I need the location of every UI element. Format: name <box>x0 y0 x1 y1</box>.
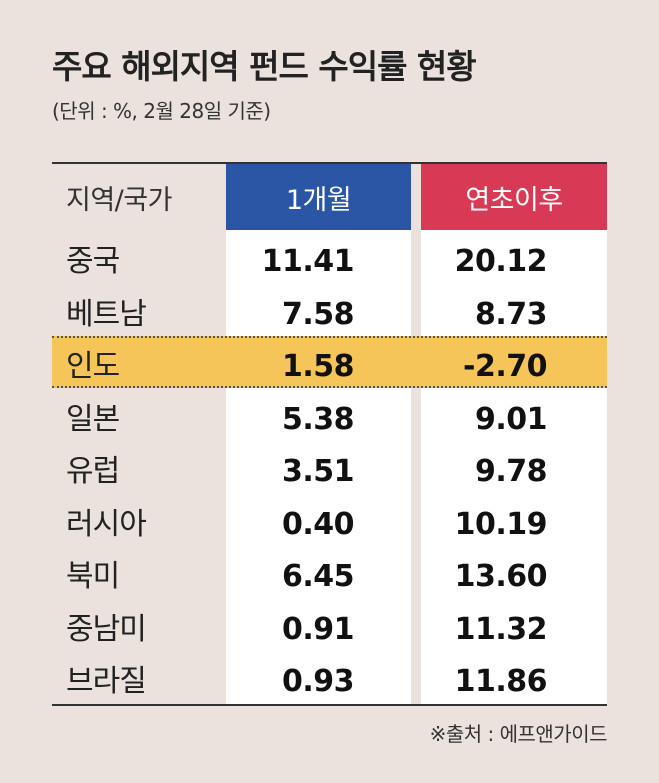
chart-title: 주요 해외지역 펀드 수익률 현황 <box>52 47 477 86</box>
table-top-rule <box>52 162 607 164</box>
row-label: 브라질 <box>66 664 147 699</box>
value-ytd: 9.78 <box>474 454 548 489</box>
row-label: 러시아 <box>66 506 147 542</box>
row-label: 중국 <box>66 244 120 279</box>
value-1month: 0.93 <box>281 664 355 699</box>
value-1month: 0.91 <box>281 611 355 647</box>
row-label: 베트남 <box>66 296 147 332</box>
row-label: 일본 <box>66 401 120 437</box>
value-ytd: -2.70 <box>463 349 547 384</box>
value-ytd: 8.73 <box>474 296 548 332</box>
row-label: 중남미 <box>66 611 147 647</box>
header-ytd: 연초이후 <box>421 164 607 230</box>
column-ytd-background <box>421 164 607 704</box>
value-ytd: 9.01 <box>474 401 548 437</box>
source-note: ※출처 : 에프앤가이드 <box>429 722 608 746</box>
header-1month: 1개월 <box>226 164 411 230</box>
row-label: 유럽 <box>66 454 120 489</box>
row-label: 북미 <box>66 559 120 594</box>
value-ytd: 10.19 <box>454 506 548 542</box>
row-label: 인도 <box>66 349 120 384</box>
chart-subtitle: (단위 : %, 2월 28일 기준) <box>52 99 271 123</box>
value-1month: 7.58 <box>281 296 355 332</box>
value-1month: 11.41 <box>261 244 355 279</box>
highlight-row-india <box>52 336 607 388</box>
header-region: 지역/국가 <box>66 184 172 216</box>
value-ytd: 20.12 <box>454 244 548 279</box>
column-1month-background <box>226 164 411 704</box>
table-bottom-rule <box>52 704 607 706</box>
value-1month: 3.51 <box>281 454 355 489</box>
value-ytd: 13.60 <box>454 559 548 594</box>
value-ytd: 11.86 <box>454 664 548 699</box>
value-1month: 0.40 <box>281 506 355 542</box>
value-1month: 5.38 <box>281 401 355 437</box>
value-1month: 1.58 <box>281 349 355 384</box>
value-1month: 6.45 <box>281 559 355 594</box>
value-ytd: 11.32 <box>454 611 548 647</box>
